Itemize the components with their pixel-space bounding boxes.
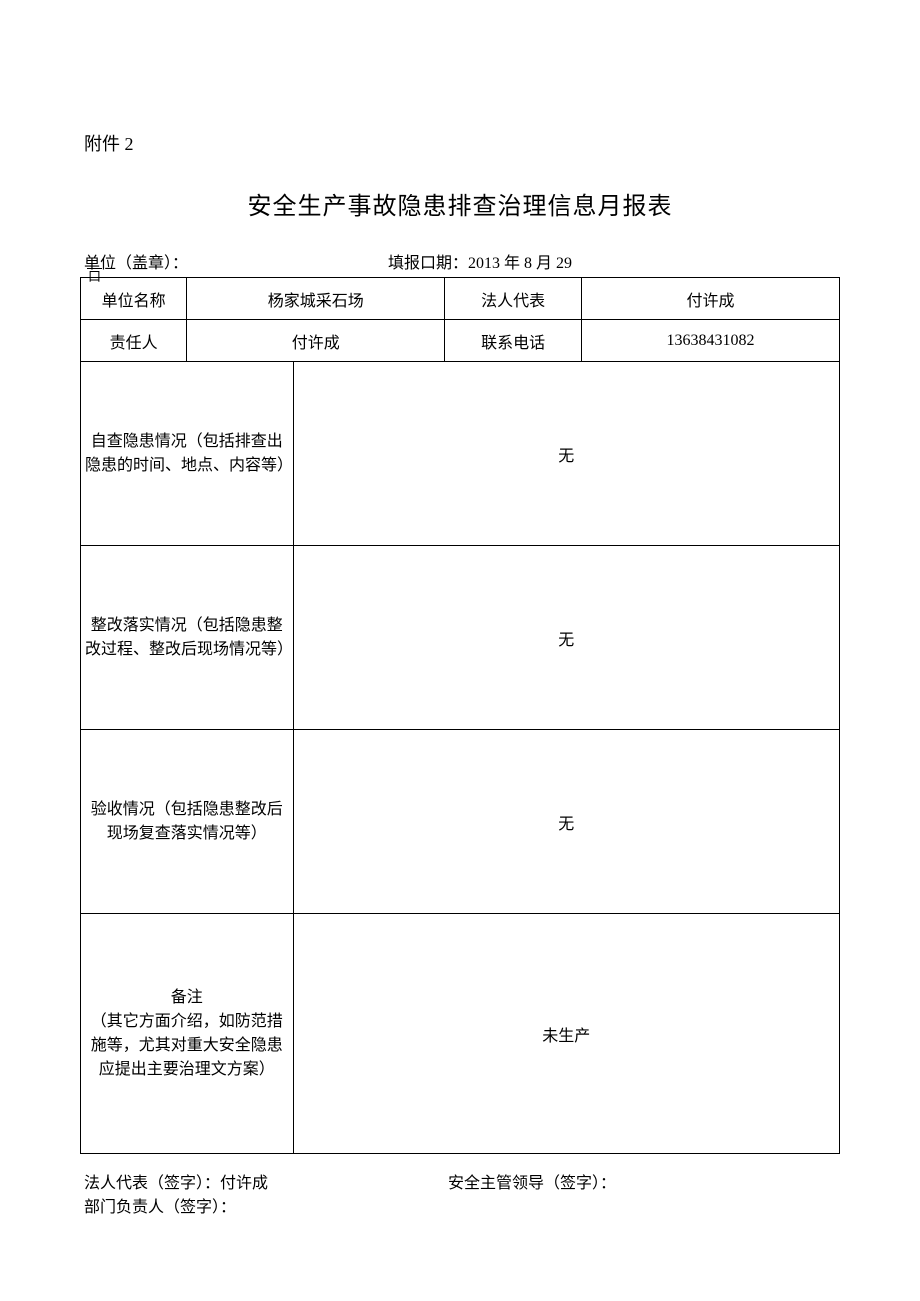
table-row: 自查隐患情况（包括排查出隐患的时间、地点、内容等） 无 (81, 362, 840, 546)
cell-remarks-value: 未生产 (293, 914, 840, 1154)
attachment-label: 附件 2 (84, 130, 840, 156)
cell-unit-name-label: 口 单位名称 (81, 278, 187, 320)
cell-rectify-value: 无 (293, 546, 840, 730)
cell-acceptance-label: 验收情况（包括隐患整改后现场复查落实情况等） (81, 730, 294, 914)
cell-self-check-label: 自查隐患情况（包括排查出隐患的时间、地点、内容等） (81, 362, 294, 546)
dept-head-signature: 部门负责人（签字）： (84, 1196, 236, 1220)
header-line: 单位（盖章）： 填报口期：2013 年 8 月 29 (80, 249, 840, 273)
remarks-desc: （其它方面介绍，如防范措施等，尤其对重大安全隐患应提出主要治理文方案） (85, 1010, 289, 1082)
cell-unit-name: 杨家城采石场 (187, 278, 445, 320)
report-table: 口 单位名称 杨家城采石场 法人代表 付许成 责任人 付许成 联系电话 1363… (80, 277, 840, 1154)
table-row: 口 单位名称 杨家城采石场 法人代表 付许成 (81, 278, 840, 320)
legal-rep-sig-label: 法人代表（签字）： (84, 1175, 220, 1192)
fill-date-label: 填报口期： (388, 255, 468, 272)
cell-legal-rep: 付许成 (581, 278, 839, 320)
cell-self-check-value: 无 (293, 362, 840, 546)
cell-responsible: 付许成 (187, 320, 445, 362)
cell-responsible-label: 责任人 (81, 320, 187, 362)
document-title: 安全生产事故隐患排查治理信息月报表 (80, 186, 840, 221)
cell-phone: 13638431082 (581, 320, 839, 362)
remarks-title: 备注 (85, 986, 289, 1010)
legal-rep-signature: 法人代表（签字）：付许成 (84, 1172, 268, 1196)
signatures-block: 法人代表（签字）：付许成 安全主管领导（签字）： 部门负责人（签字）： (80, 1172, 840, 1220)
table-row: 整改落实情况（包括隐患整改过程、整改后现场情况等） 无 (81, 546, 840, 730)
day-marker: 口 (87, 268, 102, 284)
table-row: 验收情况（包括隐患整改后现场复查落实情况等） 无 (81, 730, 840, 914)
cell-phone-label: 联系电话 (445, 320, 582, 362)
table-row: 责任人 付许成 联系电话 13638431082 (81, 320, 840, 362)
unit-name-label-text: 单位名称 (102, 293, 166, 310)
cell-legal-rep-label: 法人代表 (445, 278, 582, 320)
safety-leader-signature: 安全主管领导（签字）： (448, 1172, 616, 1196)
cell-rectify-label: 整改落实情况（包括隐患整改过程、整改后现场情况等） (81, 546, 294, 730)
cell-remarks-label: 备注 （其它方面介绍，如防范措施等，尤其对重大安全隐患应提出主要治理文方案） (81, 914, 294, 1154)
fill-date: 填报口期：2013 年 8 月 29 (388, 249, 572, 273)
cell-acceptance-value: 无 (293, 730, 840, 914)
legal-rep-sig-name: 付许成 (220, 1175, 268, 1192)
table-row: 备注 （其它方面介绍，如防范措施等，尤其对重大安全隐患应提出主要治理文方案） 未… (81, 914, 840, 1154)
fill-date-value: 2013 年 8 月 29 (468, 255, 572, 272)
